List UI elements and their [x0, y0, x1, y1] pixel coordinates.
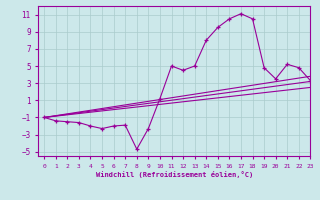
X-axis label: Windchill (Refroidissement éolien,°C): Windchill (Refroidissement éolien,°C)	[96, 171, 253, 178]
